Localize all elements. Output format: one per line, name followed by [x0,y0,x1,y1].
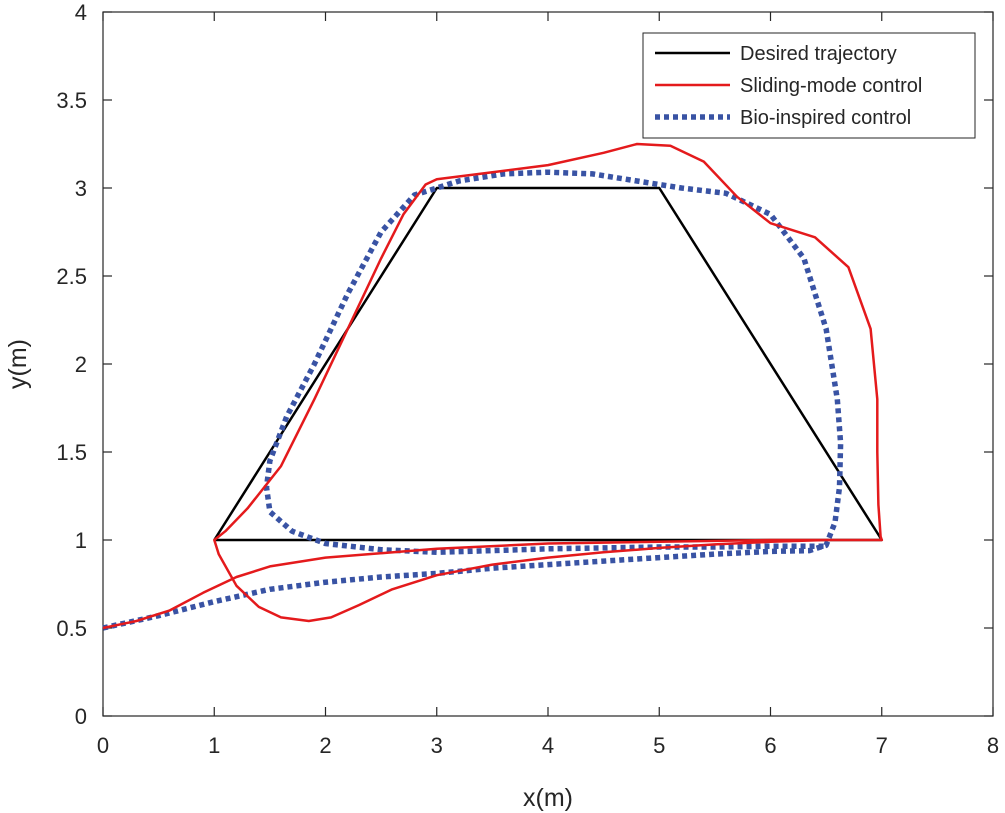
y-axis-label: y(m) [4,339,32,389]
y-tick-label: 4 [75,0,87,25]
x-tick-label: 5 [653,733,665,758]
y-tick-label: 1.5 [56,440,87,465]
legend: Desired trajectory Sliding-mode control Bi… [642,32,976,139]
x-axis-label: x(m) [523,784,573,812]
x-tick-label: 4 [542,733,554,758]
x-tick-label: 6 [764,733,776,758]
x-tick-label: 0 [97,733,109,758]
series-line-2 [102,169,844,631]
y-tick-label: 3 [75,176,87,201]
legend-label-2: Bio-inspired control [740,107,911,129]
legend-label-1: Sliding-mode control [740,75,922,97]
y-tick-label: 2.5 [56,264,87,289]
y-tick-label: 2 [75,352,87,377]
y-tick-label: 3.5 [56,88,87,113]
y-tick-label: 1 [75,528,87,553]
x-tick-label: 3 [431,733,443,758]
x-tick-label: 2 [319,733,331,758]
plot-area [102,142,884,631]
y-tick-label: 0 [75,704,87,729]
x-tick-label: 1 [208,733,220,758]
x-tick-label: 8 [987,733,999,758]
x-tick-label: 7 [876,733,888,758]
legend-label-0: Desired trajectory [740,43,897,65]
series-line-0 [213,186,884,542]
y-tick-label: 0.5 [56,616,87,641]
series-line-1 [102,142,884,630]
